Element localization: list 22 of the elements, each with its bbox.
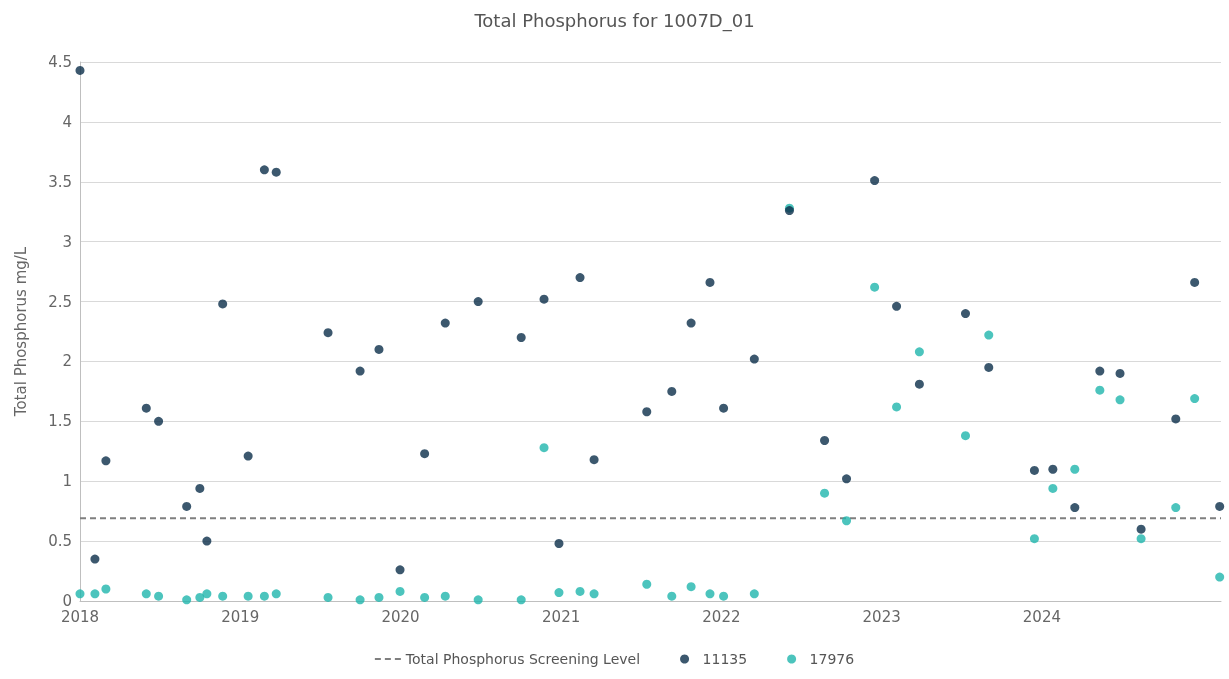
x-tick-label: 2018	[60, 607, 100, 626]
y-tick-label: 0.5	[48, 532, 72, 551]
y-tick-label: 3	[62, 232, 72, 251]
x-tick-label: 2023	[862, 607, 901, 626]
y-tick-label: 1	[62, 472, 72, 491]
y-tick-label: 2	[62, 352, 72, 371]
legend-label: Total Phosphorus Screening Level	[404, 651, 641, 667]
x-tick-label: 2020	[381, 607, 420, 626]
y-tick-label: 2.5	[48, 292, 72, 311]
y-tick-label: 3.5	[48, 172, 72, 191]
chart-title: Total Phosphorus for 1007D_01	[473, 9, 755, 32]
y-tick-label: 4	[62, 112, 72, 131]
x-tick-label: 2019	[221, 607, 260, 626]
x-tick-label: 2021	[542, 607, 581, 626]
x-tick-label: 2024	[1022, 607, 1061, 626]
legend-label: 11135	[702, 651, 748, 667]
y-tick-label: 0	[62, 592, 72, 610]
x-tick-label: 2022	[702, 607, 741, 626]
y-tick-label: 4.5	[48, 53, 72, 71]
y-axis-title: Total Phosphorus mg/L	[11, 246, 30, 418]
legend-label: 17976	[809, 651, 855, 667]
y-tick-label: 1.5	[48, 412, 72, 431]
